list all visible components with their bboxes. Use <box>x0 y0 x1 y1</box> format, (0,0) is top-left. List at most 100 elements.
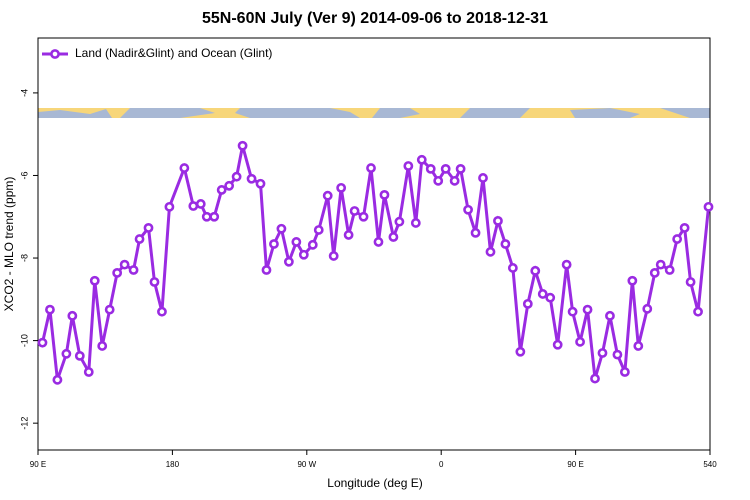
point <box>672 234 683 244</box>
point <box>276 223 287 234</box>
point <box>209 211 220 222</box>
point <box>89 275 100 286</box>
y-tick-label: -10 <box>19 334 29 347</box>
point <box>664 265 675 275</box>
point <box>627 275 638 286</box>
point <box>703 201 714 212</box>
point <box>410 218 421 228</box>
plot-frame <box>37 37 711 451</box>
x-tick-label: 180 <box>166 460 180 469</box>
point <box>283 256 294 267</box>
point <box>261 265 272 275</box>
point <box>575 336 585 347</box>
point <box>394 216 405 227</box>
y-tick-label: -4 <box>19 89 29 97</box>
point <box>119 259 130 270</box>
point <box>298 249 309 260</box>
point <box>322 190 333 201</box>
point <box>358 211 369 222</box>
x-tick-label: 0 <box>439 460 444 469</box>
x-tick-label: 90 W <box>297 460 316 469</box>
point <box>61 348 72 359</box>
legend-label: Land (Nadir&Glint) and Ocean (Glint) <box>75 46 272 60</box>
point <box>67 310 78 321</box>
point <box>388 232 399 242</box>
point <box>97 341 108 351</box>
point <box>179 163 190 173</box>
point <box>112 267 123 278</box>
point <box>561 259 572 270</box>
point <box>567 306 578 317</box>
point <box>649 267 660 278</box>
point <box>45 304 55 315</box>
y-tick-label: -8 <box>19 254 29 262</box>
point <box>440 163 451 174</box>
point <box>530 265 541 276</box>
legend-marker <box>50 49 60 59</box>
point <box>307 239 318 250</box>
point <box>336 182 347 193</box>
point <box>416 154 427 165</box>
point <box>655 259 666 270</box>
point <box>291 237 302 247</box>
y-axis-label: XCO2 - MLO trend (ppm) <box>2 177 16 312</box>
point <box>612 349 623 360</box>
point <box>128 265 139 275</box>
y-tick-label: -6 <box>19 171 29 179</box>
chart-title: 55N-60N July (Ver 9) 2014-09-06 to 2018-… <box>202 10 548 27</box>
point <box>143 222 154 233</box>
point <box>403 161 414 171</box>
point <box>255 178 266 189</box>
point <box>463 204 473 215</box>
point <box>552 339 563 350</box>
point <box>449 175 460 186</box>
point <box>433 175 444 186</box>
point <box>37 337 48 348</box>
point <box>104 304 115 315</box>
point <box>379 189 390 200</box>
point <box>590 373 600 384</box>
point <box>605 310 615 321</box>
point <box>134 234 145 244</box>
point <box>164 201 175 212</box>
map-strip <box>38 108 710 118</box>
point <box>693 306 703 317</box>
point <box>642 303 653 314</box>
y-tick-label: -12 <box>19 417 29 430</box>
point <box>470 227 481 238</box>
x-tick-label: 90 E <box>567 460 583 469</box>
x-tick-label: 540 <box>703 460 717 469</box>
point <box>269 239 279 249</box>
point <box>478 173 488 183</box>
point <box>545 292 556 303</box>
point <box>679 222 690 233</box>
point <box>349 206 360 216</box>
point <box>485 246 496 257</box>
point <box>231 171 242 182</box>
point <box>685 277 696 287</box>
point <box>201 211 212 222</box>
point <box>224 180 235 191</box>
point <box>500 239 511 249</box>
point <box>149 277 160 287</box>
point <box>582 304 593 315</box>
point <box>343 230 354 240</box>
series-line <box>41 145 710 381</box>
point <box>216 185 227 195</box>
point <box>246 173 257 184</box>
point <box>328 251 339 261</box>
point <box>425 163 436 174</box>
point <box>597 348 608 358</box>
point <box>633 341 644 351</box>
point <box>83 367 94 377</box>
point <box>313 225 324 235</box>
point <box>237 140 248 151</box>
point <box>493 215 503 226</box>
x-tick-label: 90 E <box>30 460 46 469</box>
point <box>522 298 533 309</box>
point <box>52 374 63 385</box>
point <box>373 237 384 247</box>
point <box>366 163 376 173</box>
point <box>157 306 167 317</box>
